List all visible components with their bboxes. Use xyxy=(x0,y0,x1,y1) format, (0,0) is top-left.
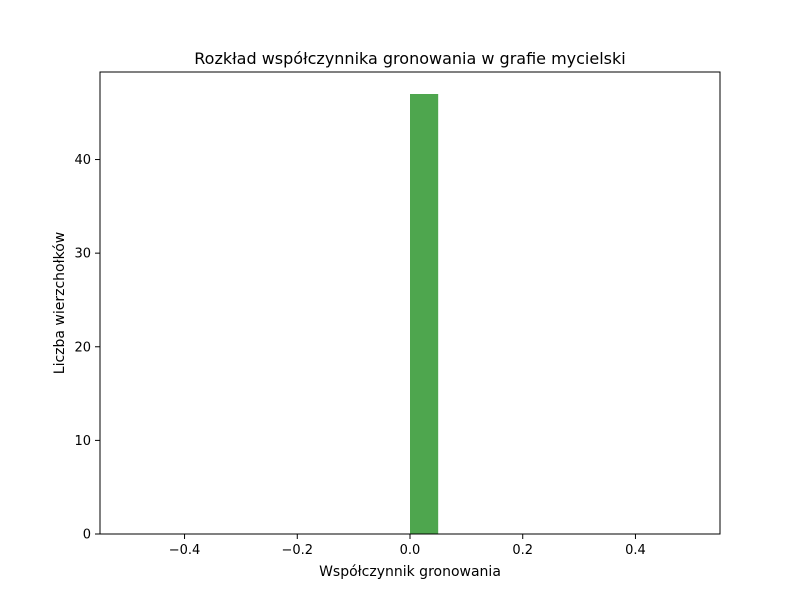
y-tick-label: 10 xyxy=(74,434,91,449)
histogram-bar xyxy=(410,94,439,534)
x-axis-label: Współczynnik gronowania xyxy=(319,564,501,580)
x-tick-label: 0.4 xyxy=(625,543,646,558)
y-tick-label: 40 xyxy=(74,153,91,168)
y-tick-label: 0 xyxy=(83,528,91,543)
x-tick-label: 0.2 xyxy=(512,543,533,558)
y-tick-label: 20 xyxy=(74,340,91,355)
x-tick-label: −0.4 xyxy=(169,543,201,558)
x-tick-label: 0.0 xyxy=(400,543,421,558)
y-tick-label: 30 xyxy=(74,247,91,262)
x-tick-label: −0.2 xyxy=(281,543,313,558)
y-axis-label: Liczba wierzchołków xyxy=(52,232,68,374)
plot-area: −0.4 −0.2 0.0 0.2 0.4 0 10 20 30 40 xyxy=(74,71,721,558)
chart-title: Rozkład współczynnika gronowania w grafi… xyxy=(194,49,625,68)
